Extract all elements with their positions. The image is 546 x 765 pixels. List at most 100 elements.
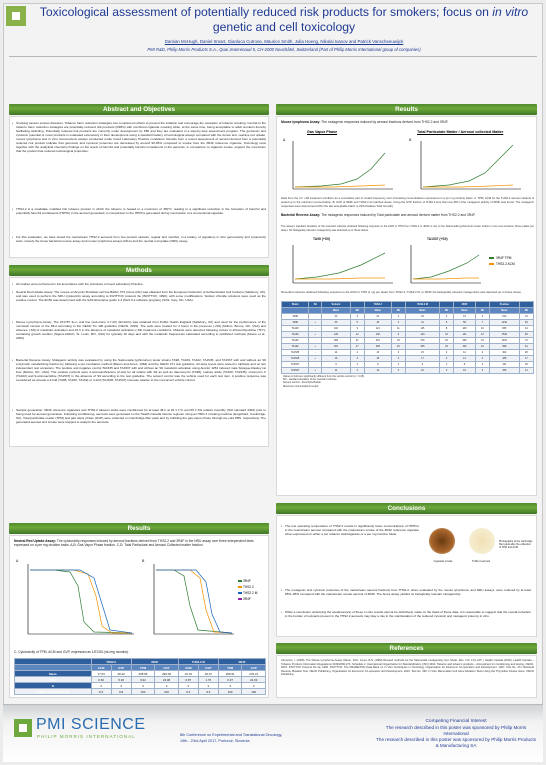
table-cell: 100 xyxy=(130,688,156,695)
conclusions-band: Conclusions xyxy=(276,503,537,514)
table-cell: 2 xyxy=(349,367,365,374)
table-cell: 3 xyxy=(474,367,490,374)
abstract-p1: Smoking causes serious diseases. Tobacco… xyxy=(12,121,266,153)
nru-panel-b-label: B. xyxy=(142,559,145,563)
cfi-title: Competing Financial Interest xyxy=(425,719,487,724)
cyto-row-label: Relative cytotoxicity (%) xyxy=(14,688,92,695)
poster-title: Toxicological assessment of potentially … xyxy=(39,5,529,34)
table-cell: 9.4 xyxy=(197,688,219,695)
ames-table-caption: Revertant colonies obtained following ex… xyxy=(281,290,522,294)
ames-chart-ta98 xyxy=(292,245,393,284)
legend-swatch-1 xyxy=(238,580,242,582)
results-left-panel: Neutral Red Uptake Assay: The cytotoxici… xyxy=(9,535,269,698)
mla-panel-a-label: A. xyxy=(283,138,286,142)
ames-table: Strain S9 Solvent THS2.2 THS2.2 M 3R4F Positiv… xyxy=(280,301,535,374)
mla-caption: Mouse lymphoma Assay: The mutagenic resp… xyxy=(281,120,449,124)
mla-tpm-curve-ths22 xyxy=(423,184,514,188)
competing-financial-interest: Competing Financial Interest The researc… xyxy=(375,719,537,749)
nru-legend: 3R4F THS2.2 THS2.2 M 3R4F xyxy=(238,579,258,601)
table-cell: 100 xyxy=(154,688,179,695)
conclusions-panel: The low operating temperature of THS2.2 … xyxy=(276,515,537,637)
table-row: TA100-118 9 121 11 115 8 109 10 845 44 xyxy=(280,325,535,332)
ames-legend-label-2: THS2.2 ACM xyxy=(496,262,515,266)
methods-m1: All studies were performed in full accor… xyxy=(12,282,266,286)
ames-ta98-curve-3r4f xyxy=(294,252,386,280)
mla-chart-gvp xyxy=(292,141,393,190)
table-cell: 11 xyxy=(321,367,351,374)
ames-chart-ta1537 xyxy=(410,245,481,284)
abstract-p2: THS2.2 is a candidate modified risk toba… xyxy=(12,207,266,215)
authors: Damian McHugh, Daniel Smart, Gianluca Cu… xyxy=(164,39,404,44)
table-cell: 12 xyxy=(363,367,392,374)
ames-legend-swatch-2 xyxy=(489,263,494,265)
conclusion-1: The low operating temperature of THS2.2 … xyxy=(281,524,419,536)
header-divider xyxy=(9,56,537,57)
table-cell: 14 xyxy=(518,367,535,374)
methods-panel: All studies were performed in full accor… xyxy=(9,277,269,447)
legend-swatch-3 xyxy=(238,592,242,594)
pmi-brand-subtitle: PHILIP MORRIS INTERNATIONAL xyxy=(37,734,136,739)
references-band: References xyxy=(276,643,537,654)
conference-line-1: 8th Conference on Experimental and Trans… xyxy=(180,733,283,737)
mla-description: Data from the 3 h +S9 treatment conditio… xyxy=(281,196,534,208)
results-right-band: Results xyxy=(276,104,537,115)
table-cell: 19 xyxy=(453,367,476,374)
results-right-panel: Mouse lymphoma Assay: The mutagenic resp… xyxy=(276,116,537,496)
table-row: Mean 17.54 28.42 208.95 299.09 19.79 26.07 299.… xyxy=(14,670,266,677)
table-row: TA1535-14 2 13 3 15 2 12 2 402 28 xyxy=(280,349,535,356)
pmi-logo-icon xyxy=(6,6,26,26)
mla-charts: A. B. xyxy=(283,138,521,190)
abstract-panel: Smoking causes serious diseases. Tobacco… xyxy=(9,116,269,258)
legend-swatch-2 xyxy=(238,586,242,588)
gvp-chart-title: Gas Vapor Phase xyxy=(307,130,338,134)
conference-info: 8th Conference on Experimental and Trans… xyxy=(180,733,282,744)
references-panel: Clemente, I. (2008). The Mouse Lymphoma … xyxy=(276,655,537,698)
nru-a-curve-3r4f xyxy=(30,569,133,634)
nru-chart-b: 3R4F THS2.2 THS2.2 M 3R4F xyxy=(153,564,258,635)
ta1537-title: TA1537 (+S9) xyxy=(427,237,448,241)
conclusion-2: The mutagenic and cytotoxic potencies of… xyxy=(281,588,531,596)
affiliation: PMI R&D, Philip Morris Products S.A., Qu… xyxy=(147,47,421,52)
cyto-table-caption: C. Cytotoxicity of TPM, ACM and GVP, exp… xyxy=(14,650,130,654)
mla-chart-tpm xyxy=(420,141,521,190)
legend-label-3: THS2.2 M xyxy=(243,591,258,595)
pmi-science-logo-icon xyxy=(14,719,32,737)
table-cell: 2 xyxy=(438,367,455,374)
ames-description: The assay's standard deviation of the re… xyxy=(281,225,534,232)
ames-note: SD - standard deviation of the revertant… xyxy=(283,378,337,382)
pmi-science-brand: PMI SCIENCE xyxy=(36,716,146,733)
ths-filter-pad-image xyxy=(469,528,495,554)
ames-legend-swatch-1 xyxy=(489,257,494,259)
table-cell: 156 xyxy=(488,367,520,374)
table-row: Relative cytotoxicity (%) 8.3 9.8 100 100 6.2… xyxy=(14,688,266,695)
table-cell: 10 xyxy=(404,367,440,374)
tpm-chart-title: Total Particulate Matter / Aerosol colle… xyxy=(417,130,504,134)
table-cell: 100 xyxy=(217,688,243,695)
legend-label-4: 3R4F xyxy=(243,597,251,601)
img1-caption: Cigarette smoke xyxy=(433,560,453,563)
ames-ta1537-curve-3r4f xyxy=(412,254,480,280)
methods-m5: Sample generation: 3R4F reference cigare… xyxy=(12,408,266,424)
ames-ta1537-curve-ths22 xyxy=(413,277,479,280)
cfi-line-1: The research described in this poster wa… xyxy=(385,725,527,736)
conference-line-2: 19th - 23rd April 2017, Portorož, Sloven… xyxy=(180,738,250,743)
mla-tpm-curve-3r4f xyxy=(422,144,514,188)
table-cell: 9.8 xyxy=(110,688,132,695)
results-left-band: Results xyxy=(9,523,269,534)
ames-charts: 3R4F TPM THS2.2 ACM xyxy=(292,245,515,284)
ames-ta98-curve-ths22 xyxy=(295,277,385,280)
ames-legend-label-1: 3R4F TPM xyxy=(496,256,512,260)
mla-gvp-curve-ths22 xyxy=(295,184,386,188)
ames-note: Maximum concentrations tested xyxy=(283,384,319,388)
methods-m3: Mouse Lymphoma Assay: The L5178Y tk+/- a… xyxy=(12,320,266,340)
legend-label-1: 3R4F xyxy=(243,579,251,583)
img2-caption: THS2.2 aerosol xyxy=(471,560,491,563)
table-cell: 100 xyxy=(241,688,266,695)
ta98-title: TA98 (+S9) xyxy=(313,237,330,241)
conclusion-3: While a conclusion underlying the weakne… xyxy=(281,610,531,618)
cyto-table: THS2.2 3R4F THS2.2 M 3R4F ACM GVP TPM GVP ACM GVP… xyxy=(14,658,267,695)
nru-chart-a xyxy=(27,564,134,635)
abstract-p3: For this evaluation, we have tested the … xyxy=(12,235,266,243)
references-text: Clemente, I. (2008). The Mouse Lymphoma … xyxy=(281,659,534,676)
methods-band: Methods xyxy=(9,265,269,276)
